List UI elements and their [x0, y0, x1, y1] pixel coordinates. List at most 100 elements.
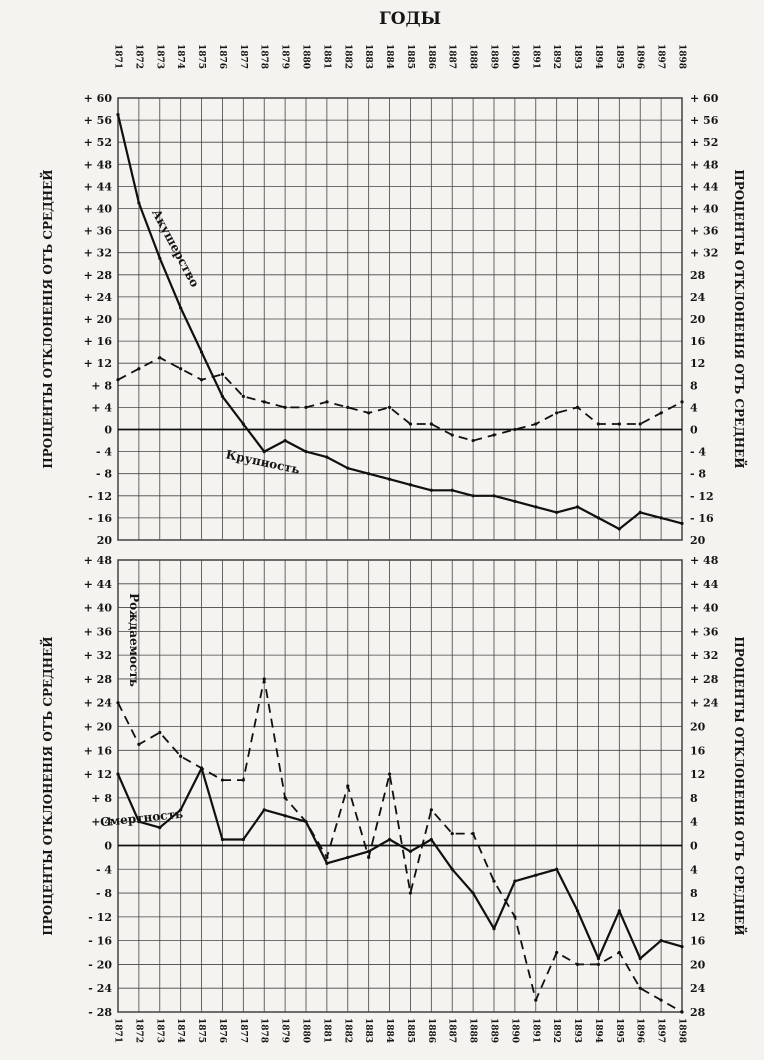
left-tick-label: - 12 [88, 911, 112, 924]
series-point-solid [158, 256, 162, 260]
series-point-solid [680, 944, 684, 949]
bottom-year-label: 1894 [593, 1018, 603, 1043]
right-tick-label: - 8 [690, 468, 706, 481]
bottom-year-label: 1880 [301, 1018, 311, 1043]
left-tick-label: 0 [104, 839, 112, 852]
left-tick-label: + 28 [84, 673, 113, 686]
right-tick-label: 16 [690, 335, 706, 348]
page-title: ГОДЫ [379, 9, 441, 29]
top-year-label: 1884 [384, 44, 394, 69]
series-point-dashed [450, 433, 454, 437]
right-tick-label: 28 [690, 269, 706, 282]
left-tick-label: - 4 [96, 863, 112, 876]
series-point-solid [534, 505, 538, 509]
right-tick-label: + 48 [690, 554, 719, 567]
series-point-solid [659, 516, 663, 520]
right-axis-label: ПРОЦЕНТЫ ОТКЛОНЕНІЯ ОТЪ СРЕДНЕЙ [732, 169, 748, 468]
series-point-dashed [492, 879, 496, 883]
left-tick-label: - 24 [88, 982, 112, 995]
series-point-dashed [346, 405, 350, 409]
left-tick-label: + 4 [91, 816, 112, 829]
right-tick-label: + 44 [690, 180, 719, 193]
right-tick-label: 20 [690, 958, 706, 971]
bottom-year-label: 1891 [530, 1018, 540, 1043]
left-tick-label: + 44 [84, 180, 113, 193]
left-tick-label: + 8 [91, 379, 112, 392]
bottom-year-label: 1897 [656, 1018, 666, 1043]
series-point-solid [137, 201, 141, 205]
series-point-solid [638, 956, 642, 961]
left-tick-label: - 16 [88, 512, 112, 525]
series-point-dashed [199, 766, 204, 770]
right-tick-label: 12 [690, 911, 705, 924]
series-point-dashed [408, 891, 413, 895]
series-point-solid [408, 849, 413, 854]
series-point-dashed [659, 411, 663, 415]
series-point-solid [429, 488, 433, 492]
series-point-dashed [387, 405, 392, 409]
series-point-dashed [596, 962, 601, 967]
series-point-dashed [680, 1010, 684, 1014]
series-point-solid [471, 891, 475, 895]
top-year-label: 1883 [363, 44, 373, 69]
top-year-label: 1894 [593, 44, 603, 69]
top-year-label: 1880 [301, 44, 311, 69]
bottom-year-label: 1888 [468, 1018, 478, 1043]
series-point-dashed [617, 950, 621, 955]
left-tick-label: - 28 [88, 1006, 112, 1019]
right-tick-label: 12 [690, 357, 705, 370]
right-axis-label: ПРОЦЕНТЫ ОТКЛОНЕНІЯ ОТЪ СРЕДНЕЙ [732, 636, 748, 935]
series-point-solid [304, 450, 308, 454]
series-point-dashed [199, 378, 204, 382]
series-point-dashed [617, 422, 621, 426]
bottom-year-label: 1875 [196, 1018, 206, 1043]
top-year-label: 1892 [551, 44, 561, 69]
bottom-year-label: 1890 [509, 1018, 519, 1043]
series-point-solid [220, 394, 225, 398]
bottom-year-label: 1898 [677, 1018, 687, 1043]
left-tick-label: + 12 [84, 768, 112, 781]
right-tick-label: + 28 [690, 673, 719, 686]
left-tick-label: - 20 [88, 958, 112, 971]
series-line-dashed [117, 356, 683, 442]
series-point-solid [262, 808, 266, 812]
right-tick-label: + 52 [690, 136, 718, 149]
top-year-label: 1872 [133, 44, 143, 69]
series-point-solid [596, 956, 601, 961]
series-point-dashed [429, 422, 433, 426]
series-point-solid [659, 939, 663, 943]
left-tick-label: + 32 [84, 649, 112, 662]
series-point-solid [179, 808, 183, 812]
left-tick-label: + 48 [84, 158, 113, 171]
series-point-dashed [513, 915, 517, 919]
bottom-year-label: 1885 [405, 1018, 415, 1043]
right-tick-label: + 24 [690, 697, 719, 710]
series-point-solid [575, 505, 580, 509]
left-tick-label: + 40 [84, 203, 113, 216]
bottom-year-label: 1896 [635, 1018, 645, 1043]
series-point-solid [555, 510, 559, 514]
left-tick-label: + 56 [84, 114, 113, 127]
bottom-year-label: 1884 [384, 1018, 394, 1043]
series-point-dashed [220, 372, 225, 376]
left-axis-label: ПРОЦЕНТЫ ОТКЛОНЕНІЯ ОТЪ СРЕДНЕЙ [39, 169, 55, 468]
right-tick-label: + 36 [690, 625, 719, 638]
right-tick-label: 28 [690, 1006, 706, 1019]
bottom-year-label: 1871 [113, 1018, 123, 1043]
left-tick-label: 20 [97, 534, 113, 547]
series-point-solid [179, 306, 183, 310]
left-tick-label: + 16 [84, 335, 113, 348]
plot-frame [117, 559, 683, 1013]
series-point-dashed [555, 411, 559, 415]
series-point-solid [680, 521, 684, 526]
left-tick-label: + 60 [84, 92, 113, 105]
top-year-label: 1890 [509, 44, 519, 69]
series-line-solid [116, 114, 683, 531]
left-tick-label: + 36 [84, 225, 113, 238]
right-tick-label: 16 [690, 935, 706, 948]
bottom-year-label: 1895 [614, 1018, 624, 1043]
bottom-year-label: 1883 [363, 1018, 373, 1043]
series-point-dashed [158, 356, 162, 360]
bottom-year-label: 1874 [175, 1018, 185, 1043]
